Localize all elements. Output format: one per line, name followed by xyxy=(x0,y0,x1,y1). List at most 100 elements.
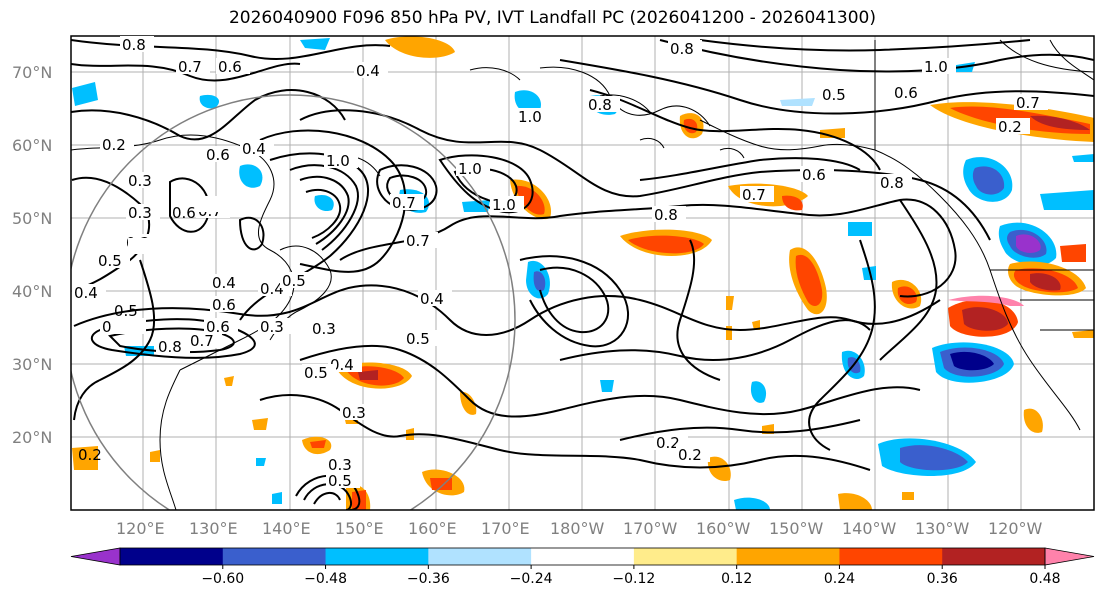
contour-label: 0.8 xyxy=(670,40,694,58)
contour-label: 0.8 xyxy=(880,174,904,192)
shade-patch xyxy=(838,493,872,510)
contour-label: 0.5 xyxy=(822,86,846,104)
contour-label: 0.8 xyxy=(158,338,182,356)
shade-patch xyxy=(1040,190,1094,210)
longitude-label: 170°E xyxy=(481,519,530,538)
map-title: 2026040900 F096 850 hPa PV, IVT Landfall… xyxy=(228,8,876,28)
contour-line xyxy=(808,239,876,451)
latitude-label: 50°N xyxy=(12,209,52,228)
shade-patch xyxy=(150,450,160,462)
contour-label: 0.3 xyxy=(128,172,152,190)
contour-label: 0.4 xyxy=(74,284,98,302)
contour-label: 0.2 xyxy=(102,136,126,154)
coastline xyxy=(469,67,521,81)
shade-patch xyxy=(1016,234,1041,253)
latitude-label: 70°N xyxy=(12,63,52,82)
contour-label: 0.6 xyxy=(894,84,918,102)
shade-patch xyxy=(948,295,1024,306)
shade-patch xyxy=(734,497,770,510)
contour-label: 0.3 xyxy=(342,404,366,422)
contour-label: 0.8 xyxy=(654,206,678,224)
coastline xyxy=(699,119,876,151)
shade-patch xyxy=(1072,154,1094,162)
latitude-label: 20°N xyxy=(12,428,52,447)
shade-patch xyxy=(962,307,1008,331)
contour-line xyxy=(289,164,359,251)
contour-label: 0.3 xyxy=(260,318,284,336)
contour-line xyxy=(71,62,301,82)
latitude-label: 30°N xyxy=(12,355,52,374)
contour-line xyxy=(559,59,1094,115)
coastline xyxy=(539,66,711,127)
shade-patch xyxy=(72,82,98,106)
colorbar-segment xyxy=(839,548,943,565)
colorbar-tick-label: −0.48 xyxy=(304,571,347,587)
contour-label: 0.4 xyxy=(212,274,236,292)
shade-patch xyxy=(314,194,334,212)
contour-label-group: 0.8 0.7 0.6 0.4 0.2 0.3 0.6 0.4 1.0 0.7 … xyxy=(72,36,1048,490)
contour-line xyxy=(303,483,353,510)
contour-label: 1.0 xyxy=(924,58,948,76)
colorbar-tick-label: 0.36 xyxy=(927,571,958,587)
coastline xyxy=(719,147,745,159)
latitude-axis: 70°N 60°N 50°N 40°N 30°N 20°N xyxy=(12,63,52,447)
contour-line xyxy=(73,259,156,421)
shade-patch xyxy=(358,370,378,380)
shade-patch xyxy=(795,254,823,306)
contour-label: 0.7 xyxy=(190,332,214,350)
contour-label: 0.5 xyxy=(98,252,122,270)
shade-patch xyxy=(199,94,220,109)
shade-patch xyxy=(239,164,263,188)
shade-patch xyxy=(782,195,803,211)
contour-label: 0.8 xyxy=(122,36,146,54)
contour-line xyxy=(71,89,346,141)
contour-line xyxy=(639,157,861,181)
longitude-label: 180°W xyxy=(550,519,605,538)
contour-line xyxy=(879,199,938,361)
shade-patch xyxy=(533,271,546,292)
contour-line xyxy=(659,39,1094,73)
map-frame xyxy=(70,35,1095,511)
contour-label: 0.6 xyxy=(172,204,196,222)
coastline xyxy=(71,134,295,371)
shade-patch xyxy=(726,296,734,310)
contour-label: 0.7 xyxy=(178,58,202,76)
longitude-label: 120°E xyxy=(116,519,165,538)
contour-line xyxy=(295,474,361,510)
contour-label: 0.3 xyxy=(328,456,352,474)
contour-label: 0.5 xyxy=(304,364,328,382)
contour-label: 0.2 xyxy=(656,434,680,452)
colorbar-segment xyxy=(222,548,327,565)
colorbar-segment xyxy=(531,548,635,565)
contour-line xyxy=(559,319,871,362)
shade-patch xyxy=(707,456,731,482)
contour-label: 0.7 xyxy=(742,186,766,204)
colorbar-tick-label: 0.24 xyxy=(824,571,855,587)
contour-label: 0.6 xyxy=(212,296,236,314)
colorbar-segment xyxy=(633,548,738,565)
shade-patch xyxy=(752,320,760,330)
shade-patch xyxy=(300,38,330,50)
contour-line xyxy=(299,344,921,418)
colorbar-extension-high xyxy=(1044,547,1095,566)
longitude-label: 120°W xyxy=(988,519,1043,538)
colorbar-tick-label: −0.12 xyxy=(612,571,655,587)
shade-patch xyxy=(1023,408,1043,433)
contour-label: 0.5 xyxy=(328,472,352,490)
colorbar-frame xyxy=(119,547,1046,566)
shade-patch xyxy=(256,458,266,466)
shade-patch xyxy=(514,90,541,114)
contour-label: 0.4 xyxy=(260,280,284,298)
contour-label: 0.6 xyxy=(206,146,230,164)
contour-label: 0.3 xyxy=(312,320,336,338)
longitude-axis: 120°E 130°E 140°E 150°E 160°E 170°E 180°… xyxy=(116,519,1043,538)
longitude-label: 160°W xyxy=(696,519,751,538)
contour-line xyxy=(376,164,438,211)
longitude-label: 140°W xyxy=(842,519,897,538)
contour-line xyxy=(299,109,991,241)
contour-label: 1.0 xyxy=(492,196,516,214)
colorbar-segment xyxy=(325,548,429,565)
longitude-label: 140°E xyxy=(262,519,311,538)
contour-label: 0.7 xyxy=(1016,94,1040,112)
